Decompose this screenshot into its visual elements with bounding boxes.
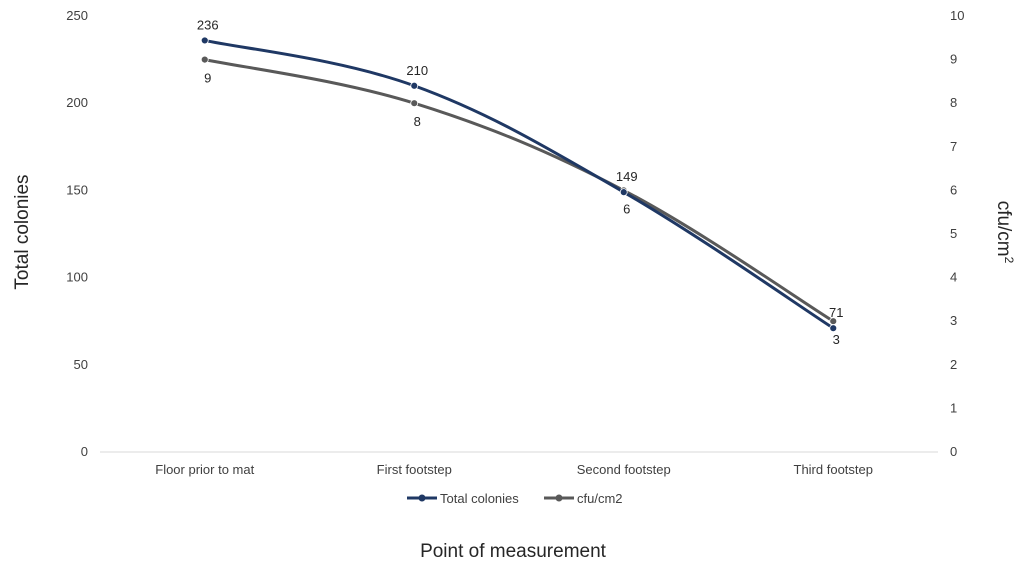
left-tick-label-5: 250 <box>66 8 88 23</box>
right-tick-label-2: 2 <box>950 357 957 372</box>
point-total-colonies-1 <box>410 81 419 90</box>
left-tick-label-0: 0 <box>81 444 88 459</box>
y2-axis-title: cfu/cm2 <box>993 201 1014 264</box>
right-tick-label-0: 0 <box>950 444 957 459</box>
left-tick-label-3: 150 <box>66 182 88 197</box>
legend-marker-total-colonies <box>418 494 426 502</box>
series-lines <box>200 36 838 333</box>
data-labels: 9 8 6 3 236 210 149 71 <box>197 17 844 347</box>
data-label-total-colonies-2: 149 <box>616 169 638 184</box>
legend-item-total-colonies: Total colonies <box>407 491 519 506</box>
data-label-cfu-cm2-0: 9 <box>204 71 211 86</box>
x-axis-category-labels: Floor prior to mat First footstep Second f… <box>155 462 873 477</box>
x-axis-title: Point of measurement <box>420 541 607 561</box>
category-label-3: Third footstep <box>794 462 874 477</box>
category-label-0: Floor prior to mat <box>155 462 254 477</box>
right-tick-label-3: 3 <box>950 313 957 328</box>
right-tick-label-6: 6 <box>950 182 957 197</box>
data-label-total-colonies-1: 210 <box>406 63 428 78</box>
data-label-total-colonies-3: 71 <box>829 305 843 320</box>
point-total-colonies-2 <box>619 188 628 197</box>
series-line-cfu-cm2 <box>203 58 835 323</box>
right-tick-label-8: 8 <box>950 95 957 110</box>
legend-label-total-colonies: Total colonies <box>440 491 519 506</box>
right-tick-label-10: 10 <box>950 8 964 23</box>
point-total-colonies-0 <box>200 36 209 45</box>
right-tick-label-7: 7 <box>950 139 957 154</box>
point-cfu-cm2-1 <box>410 99 419 108</box>
legend-marker-cfu-cm2 <box>555 494 563 502</box>
right-tick-label-9: 9 <box>950 52 957 67</box>
category-label-2: Second footstep <box>577 462 671 477</box>
point-cfu-cm2-0 <box>200 55 209 64</box>
category-label-1: First footstep <box>377 462 452 477</box>
legend-item-cfu-cm2: cfu/cm2 <box>544 491 623 506</box>
right-tick-label-1: 1 <box>950 400 957 415</box>
legend-label-cfu-cm2: cfu/cm2 <box>577 491 623 506</box>
legend: Total colonies cfu/cm2 <box>407 491 623 506</box>
data-label-cfu-cm2-1: 8 <box>414 114 421 129</box>
y2-axis-title-base: cfu/cm <box>993 201 1014 257</box>
point-total-colonies-3 <box>829 324 838 333</box>
right-tick-label-5: 5 <box>950 226 957 241</box>
data-label-total-colonies-0: 236 <box>197 17 219 32</box>
right-tick-label-4: 4 <box>950 270 957 285</box>
y2-axis-title-sup: 2 <box>1002 257 1014 264</box>
data-label-cfu-cm2-2: 6 <box>623 201 630 216</box>
series-line-total-colonies <box>203 38 835 330</box>
data-label-cfu-cm2-3: 3 <box>833 332 840 347</box>
y-axis-title: Total colonies <box>12 174 33 289</box>
left-tick-label-1: 50 <box>74 357 88 372</box>
right-axis-ticks: 0 1 2 3 4 5 6 7 8 9 10 <box>950 8 964 459</box>
left-tick-label-4: 200 <box>66 95 88 110</box>
left-axis-ticks: 0 50 100 150 200 250 <box>66 8 88 459</box>
left-tick-label-2: 100 <box>66 270 88 285</box>
